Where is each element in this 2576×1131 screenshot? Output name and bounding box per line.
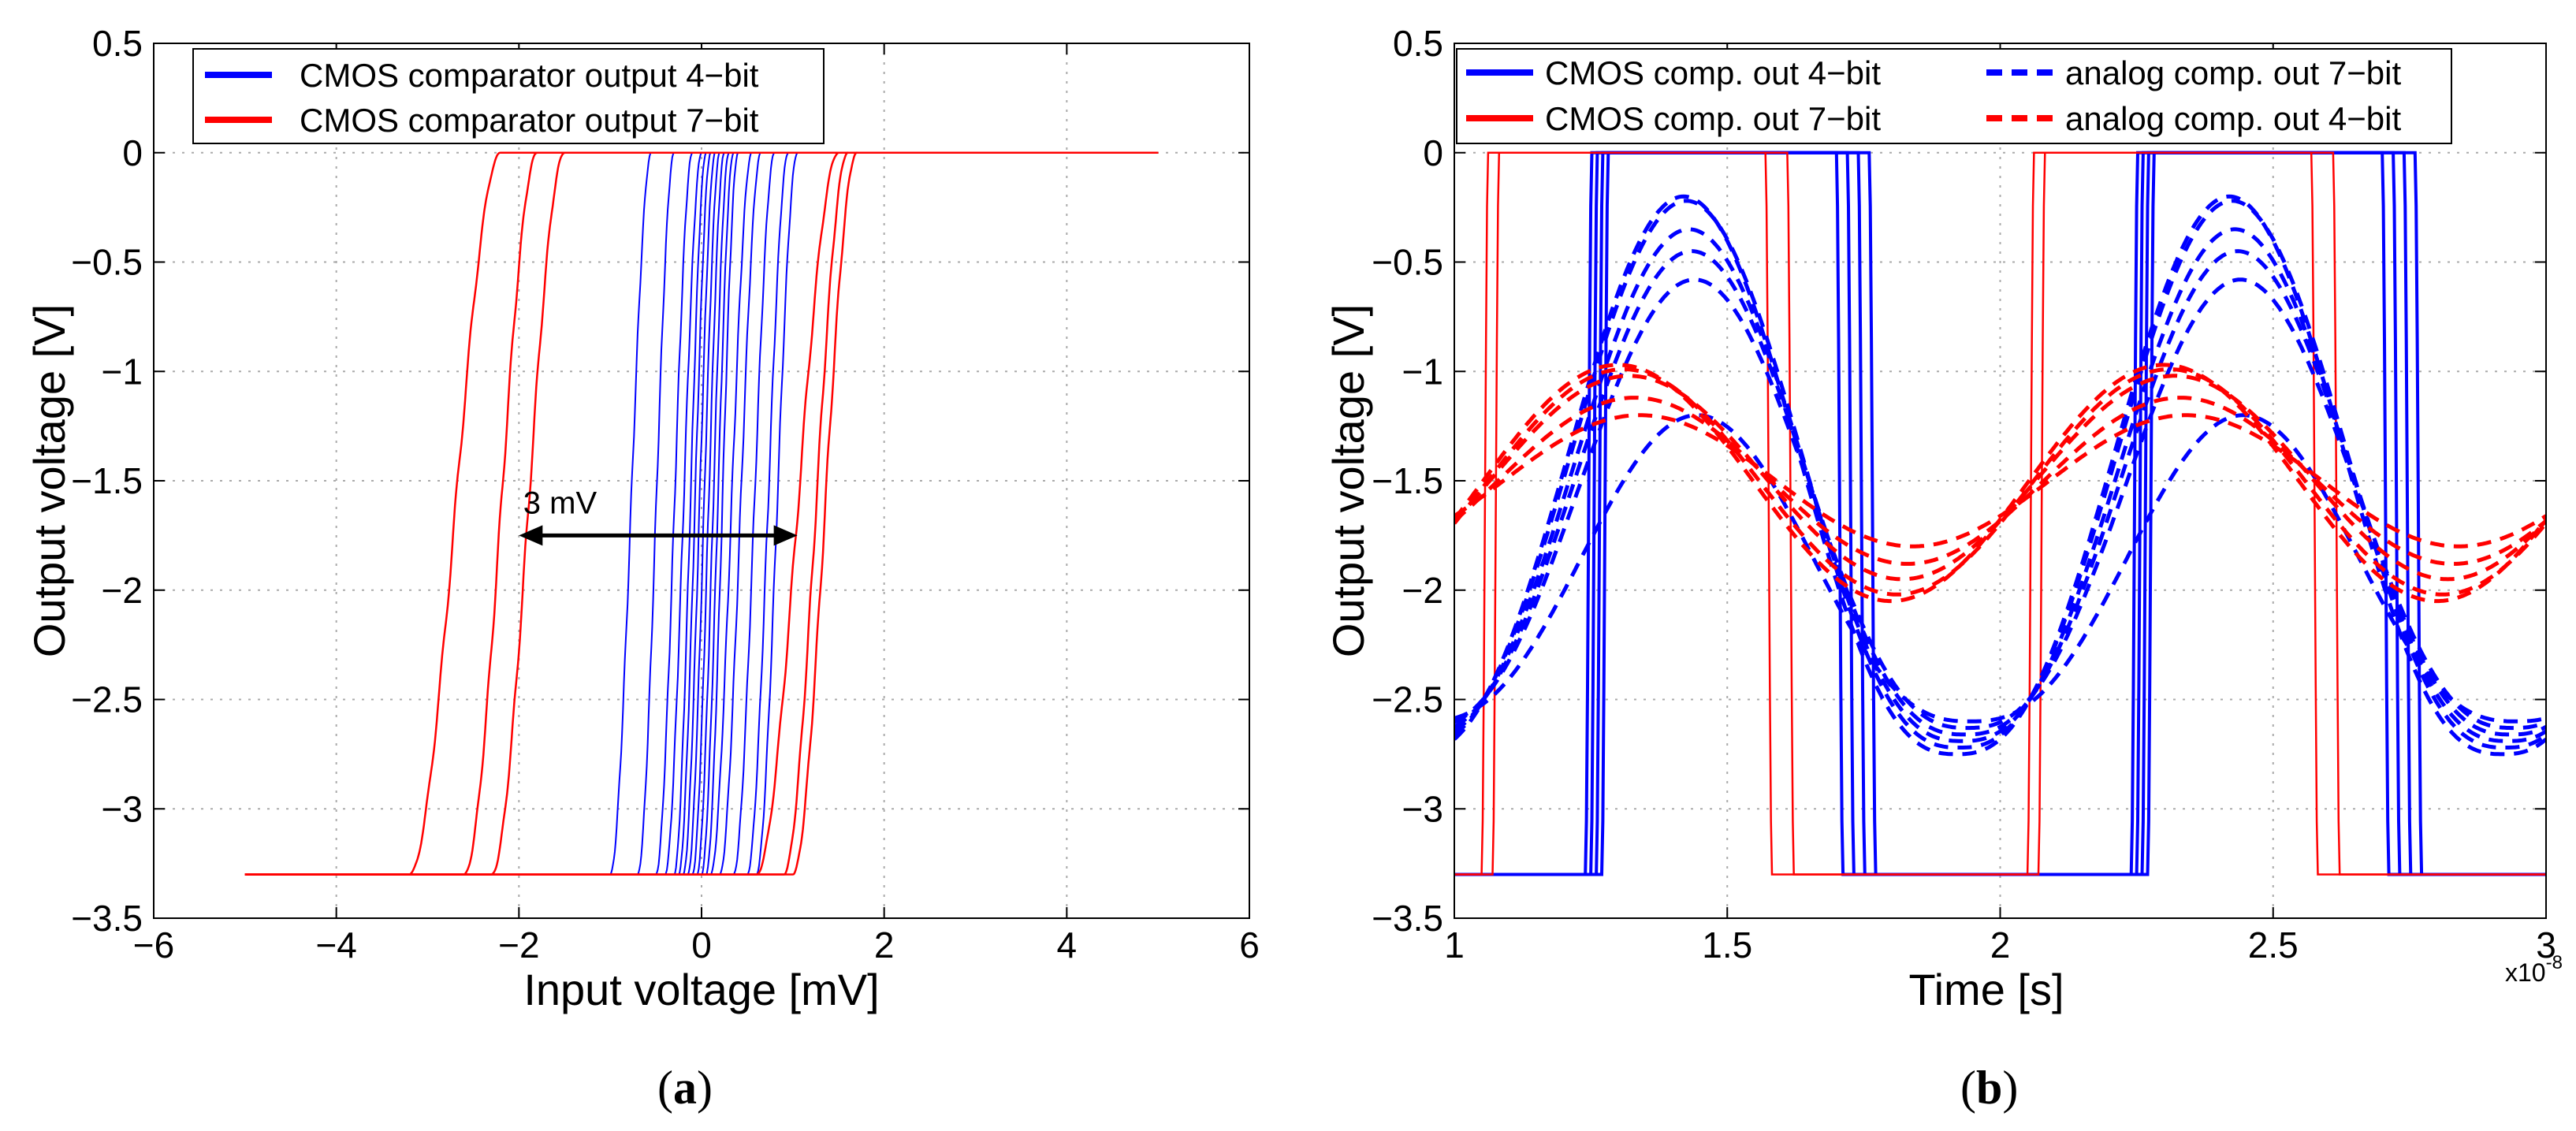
y-tick-label-a-5: −2 [102, 570, 143, 611]
y-tick-label-b-8: −3.5 [1372, 898, 1443, 939]
waveform-b-16 [1454, 413, 2546, 549]
y-tick-label-a-2: −0.5 [71, 242, 143, 283]
waveform-b-9 [1454, 249, 2546, 737]
legend-label-b-3: analog comp. out 4−bit [2065, 100, 2401, 137]
caption-b-close: ) [2002, 1062, 2018, 1114]
legend-b: CMOS comp. out 4−bit CMOS comp. out 7−bi… [1456, 48, 2452, 144]
annotation-label: 3 mV [523, 486, 597, 520]
x-multiplier-base: x10 [2505, 958, 2546, 987]
waveform-b-11 [1454, 413, 2546, 724]
x-tick-label-b-3: 2.5 [2248, 925, 2299, 965]
annotation-arrowhead-right [773, 525, 798, 546]
x-axis-label-b: Time [s] [1908, 965, 2064, 1014]
waveform-b-10 [1454, 277, 2546, 731]
caption-b: (b) [1960, 1062, 2018, 1114]
annotation-arrowhead-left [519, 525, 543, 546]
curve-a-22 [244, 151, 1159, 876]
waveform-b-7 [1454, 199, 2546, 750]
y-tick-label-b-0: 0.5 [1393, 23, 1443, 64]
y-tick-label-b-2: −0.5 [1372, 242, 1443, 283]
legend-label-b-1: CMOS comp. out 7−bit [1545, 100, 1881, 137]
waveform-b-6 [1454, 194, 2546, 757]
caption-a-close: ) [697, 1062, 713, 1114]
grid-a [154, 43, 1249, 918]
y-tick-label-a-0: 0.5 [92, 23, 143, 64]
y-tick-label-b-4: −1.5 [1372, 460, 1443, 501]
x-tick-label-a-4: 2 [874, 925, 895, 965]
x-tick-label-a-3: 0 [691, 925, 712, 965]
y-tick-label-a-1: 0 [122, 132, 143, 173]
waveform-b-13 [1454, 367, 2546, 597]
y-axis-label-b: Output voltage [V] [1323, 304, 1373, 657]
x-tick-label-b-4: 3 [2536, 925, 2556, 965]
y-tick-label-b-1: 0 [1423, 132, 1443, 173]
legend-label-b-2: analog comp. out 7−bit [2065, 54, 2401, 91]
y-tick-label-b-5: −2 [1402, 570, 1443, 611]
legend-label-a-0: CMOS comparator output 4−bit [300, 57, 759, 94]
x-axis-label-a: Input voltage [mV] [523, 965, 879, 1014]
y-tick-label-a-8: −3.5 [71, 898, 143, 939]
waveform-b-12 [1454, 363, 2546, 604]
x-multiplier: x10-8 [2505, 952, 2563, 987]
curves-b [1454, 151, 2546, 876]
legend-label-b-0: CMOS comp. out 4−bit [1545, 54, 1881, 91]
y-tick-label-a-6: −2.5 [71, 679, 143, 720]
legend-box-b [1456, 48, 2452, 144]
legend-a: CMOS comparator output 4−bit CMOS compar… [192, 48, 825, 144]
y-axis-label-a: Output voltage [V] [24, 304, 74, 657]
waveform-b-14 [1454, 374, 2546, 582]
caption-b-letter: b [1976, 1062, 2002, 1114]
x-tick-label-b-2: 2 [1990, 925, 2011, 965]
caption-a-letter: a [673, 1062, 697, 1114]
y-tick-label-a-4: −1.5 [71, 460, 143, 501]
curves-a [244, 151, 1159, 876]
x-tick-label-b-1: 1.5 [1702, 925, 1752, 965]
legend-box-a [192, 48, 825, 144]
ticks-a: −6 −4 −2 0 2 4 6 0.5 0 −0.5 −1 −1.5 −2 −2.5 −3 −3.5 [71, 23, 1260, 965]
y-tick-label-a-7: −3 [102, 788, 143, 829]
waveform-b-5 [1454, 151, 2546, 876]
x-multiplier-exponent: -8 [2546, 952, 2563, 973]
y-tick-label-b-3: −1 [1402, 351, 1443, 392]
legend-label-a-1: CMOS comparator output 7−bit [300, 102, 759, 139]
waveform-b-8 [1454, 227, 2546, 743]
x-tick-label-a-0: −6 [133, 925, 174, 965]
caption-a: (a) [657, 1062, 713, 1114]
x-tick-label-a-6: 6 [1239, 925, 1260, 965]
x-tick-label-a-2: −2 [498, 925, 539, 965]
y-tick-label-b-6: −2.5 [1372, 679, 1443, 720]
y-tick-label-b-7: −3 [1402, 788, 1443, 829]
x-tick-label-a-5: 4 [1057, 925, 1078, 965]
panel-a: −6 −4 −2 0 2 4 6 0.5 0 −0.5 −1 −1.5 −2 −2.5 −3 −3.5 3 m… [24, 23, 1260, 1114]
waveform-b-15 [1454, 396, 2546, 566]
x-tick-label-a-1: −4 [315, 925, 356, 965]
x-tick-label-b-0: 1 [1444, 925, 1465, 965]
panel-b: 1 1.5 2 2.5 3 0.5 0 −0.5 −1 −1.5 −2 −2.5 −3 −3.5 CMOS… [1323, 23, 2563, 1114]
caption-b-open: ( [1960, 1062, 1976, 1114]
caption-a-open: ( [657, 1062, 673, 1114]
y-tick-label-a-3: −1 [102, 351, 143, 392]
ticks-b: 1 1.5 2 2.5 3 0.5 0 −0.5 −1 −1.5 −2 −2.5 −3 −3.5 [1372, 23, 2556, 965]
